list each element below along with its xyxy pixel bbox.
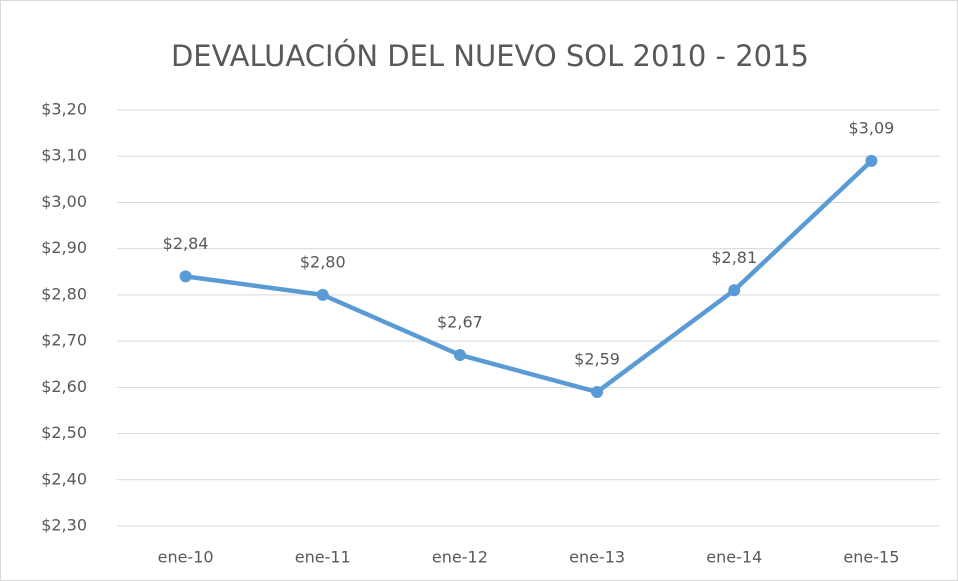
data-point: [591, 385, 604, 398]
data-label: $2,67: [437, 312, 483, 331]
x-tick-label: ene-13: [569, 548, 625, 567]
series-line: [185, 159, 873, 395]
y-tick-label: $2,30: [41, 516, 87, 535]
data-label: $2,80: [300, 252, 346, 271]
data-point: [179, 270, 192, 283]
x-tick-label: ene-10: [158, 548, 214, 567]
x-tick-label: ene-14: [706, 548, 762, 567]
data-point: [865, 154, 878, 167]
y-tick-label: $2,40: [41, 469, 87, 488]
y-tick-label: $2,50: [41, 423, 87, 442]
data-label: $2,59: [574, 349, 620, 368]
y-tick-label: $3,10: [41, 146, 87, 165]
y-tick-label: $2,70: [41, 331, 87, 350]
data-point: [728, 284, 741, 297]
y-tick-label: $3,00: [41, 192, 87, 211]
x-tick-label: ene-15: [843, 548, 899, 567]
chart-title: DEVALUACIÓN DEL NUEVO SOL 2010 - 2015: [171, 39, 809, 73]
x-tick-label: ene-11: [295, 548, 351, 567]
data-point: [316, 288, 329, 301]
y-tick-label: $3,20: [41, 100, 87, 119]
x-tick-label: ene-12: [432, 548, 488, 567]
data-label: $3,09: [849, 118, 895, 137]
y-tick-label: $2,80: [41, 284, 87, 303]
data-label: $2,81: [711, 248, 757, 267]
y-tick-label: $2,90: [41, 238, 87, 257]
data-label: $2,84: [163, 234, 209, 253]
data-point: [453, 348, 466, 361]
y-tick-label: $2,60: [41, 377, 87, 396]
